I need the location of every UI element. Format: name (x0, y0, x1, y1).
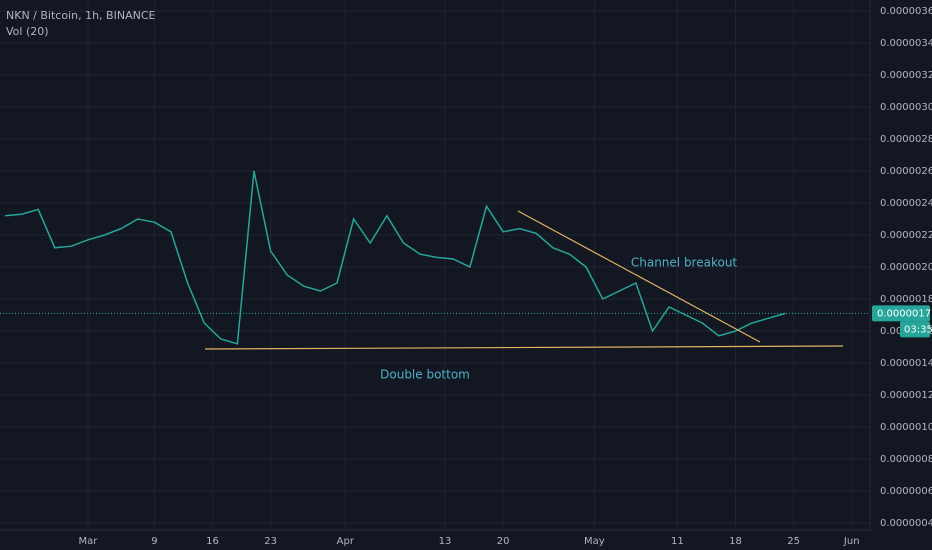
last-price-label: 0.00000171 (877, 308, 932, 319)
x-tick-label: May (584, 536, 605, 547)
y-tick-label: 0.00000360 (880, 6, 932, 17)
x-tick-label: 11 (671, 536, 684, 547)
x-tick-label: 16 (206, 536, 219, 547)
grid (0, 0, 870, 530)
annotation: Channel breakout (631, 256, 738, 270)
annotation: Double bottom (380, 368, 470, 382)
support-line (204, 345, 844, 350)
x-tick-label: 9 (151, 536, 157, 547)
price-line (4, 170, 786, 345)
countdown: 03:35 (904, 324, 932, 335)
x-tick-label: Jun (843, 536, 860, 547)
plot (4, 170, 786, 345)
x-tick-label: 23 (264, 536, 277, 547)
countdown-box (900, 321, 930, 338)
x-tick-label: 20 (497, 536, 510, 547)
indicator-label: Vol (20) (6, 25, 49, 38)
x-tick-label: Mar (79, 536, 99, 547)
x-tick-label: 13 (439, 536, 452, 547)
x-tick-label: 25 (787, 536, 800, 547)
last-price-box (872, 305, 930, 322)
x-tick-label: Apr (337, 536, 355, 547)
trend-line (517, 210, 761, 343)
x-tick-label: 18 (729, 536, 742, 547)
chart-title: NKN / Bitcoin, 1h, BINANCE (6, 9, 156, 22)
